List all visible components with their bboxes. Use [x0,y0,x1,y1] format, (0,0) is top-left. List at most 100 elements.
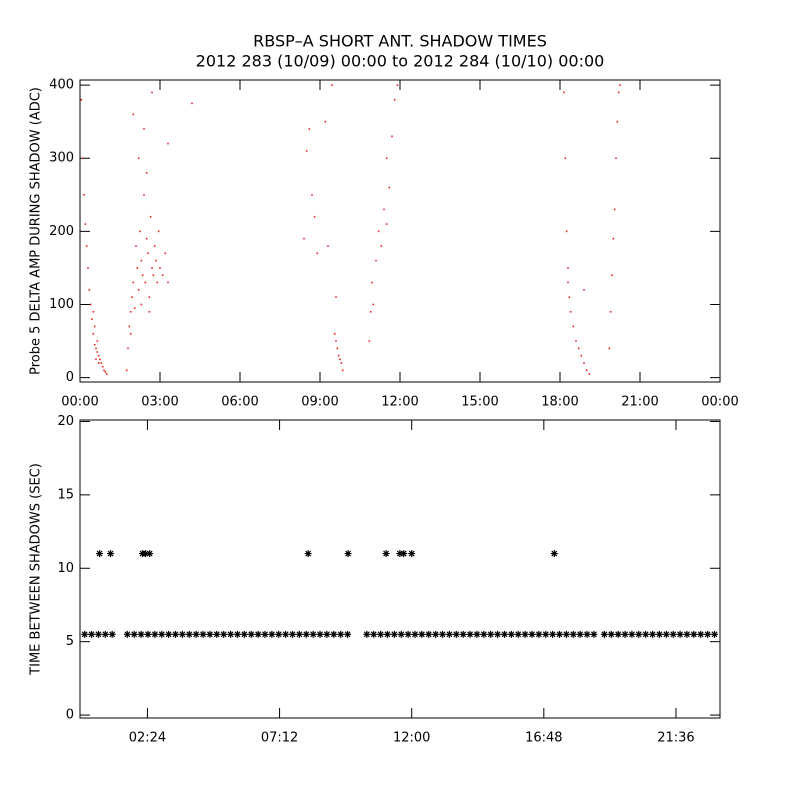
point [432,630,440,638]
point [96,351,99,353]
y-tick-label: 0 [66,708,74,723]
point [130,630,138,638]
point [261,630,269,638]
point [254,630,262,638]
point [649,630,657,638]
point [439,630,447,638]
point [309,630,317,638]
point [337,354,340,357]
point [327,245,329,247]
point [466,630,474,638]
point [550,550,558,558]
point [611,274,613,277]
x-tick-label: 16:48 [525,731,562,746]
point [336,347,339,350]
point [567,267,569,269]
point [562,630,570,638]
point [608,347,611,350]
point [80,98,83,101]
point [137,289,140,291]
point [105,373,108,375]
point [397,630,405,638]
point [655,630,663,638]
point [568,296,571,298]
point [149,215,152,218]
point [137,630,145,638]
point [676,630,684,638]
point [103,369,105,372]
point [616,120,619,123]
point [101,365,104,368]
point [391,135,393,138]
point [148,296,151,298]
point [97,354,100,357]
point [400,550,408,558]
point [494,630,502,638]
point [268,630,276,638]
point [135,245,137,247]
point [136,267,139,269]
point [153,245,156,247]
point [100,362,103,364]
point [404,630,412,638]
point [165,630,173,638]
point [459,630,467,638]
point [480,630,488,638]
point [383,630,391,638]
point [305,150,308,152]
x-tick-label: 06:00 [221,395,258,410]
point [628,630,636,638]
point [316,252,319,255]
point [372,303,375,306]
point [87,267,89,269]
point [425,630,433,638]
point [151,91,153,94]
point [144,630,152,638]
point [331,84,333,86]
point [385,157,388,160]
point [341,369,344,372]
point [590,630,598,638]
point [137,157,140,160]
x-tick-label: 03:00 [141,395,178,410]
point [507,630,515,638]
point [145,237,148,240]
point [572,325,575,328]
y-tick-label: 15 [57,487,74,502]
point [697,630,705,638]
point [141,274,144,277]
point [337,630,345,638]
point [565,230,568,233]
point [83,194,85,196]
point [275,630,283,638]
point [233,630,241,638]
point [704,630,712,638]
point [452,630,460,638]
x-tick-label: 00:00 [701,395,738,410]
point [85,245,88,247]
point [575,340,577,342]
x-tick-label: 21:00 [621,395,658,410]
point [206,630,214,638]
point [159,267,161,269]
point [152,274,155,277]
x-tick-label: 12:00 [393,731,430,746]
point [588,373,591,375]
y-axis-label: Probe 5 DELTA AMP DURING SHADOW (ADC) [29,87,44,375]
point [583,362,585,364]
y-axis-label: TIME BETWEEN SHADOWS (SEC) [29,463,44,676]
point [621,630,629,638]
point [129,332,132,335]
plot-frame [79,79,721,383]
y-tick-label: 20 [57,414,74,429]
point [390,630,398,638]
point [612,237,615,240]
point [600,630,608,638]
x-tick-label: 00:00 [61,395,98,410]
point [101,630,109,638]
point [81,630,89,638]
chart-subtitle: 2012 283 (10/09) 00:00 to 2012 284 (10/1… [196,52,605,71]
point [92,311,95,313]
point [125,369,128,372]
point [500,630,508,638]
